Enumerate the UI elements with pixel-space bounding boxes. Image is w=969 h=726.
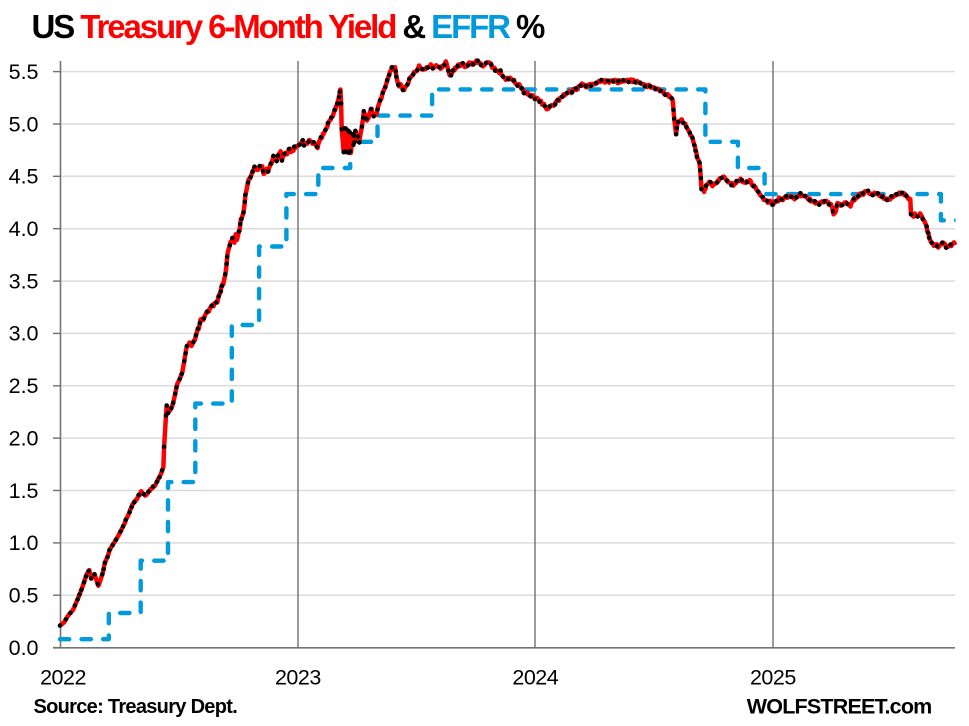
- svg-text:3.0: 3.0: [9, 322, 39, 346]
- svg-text:3.5: 3.5: [9, 269, 39, 293]
- svg-text:4.5: 4.5: [9, 165, 39, 189]
- svg-text:5.5: 5.5: [9, 60, 39, 84]
- svg-text:5.0: 5.0: [9, 112, 39, 136]
- svg-text:4.0: 4.0: [9, 217, 39, 241]
- svg-text:2023: 2023: [275, 666, 321, 690]
- svg-text:0.5: 0.5: [9, 584, 39, 608]
- svg-text:2.5: 2.5: [9, 374, 39, 398]
- svg-text:0.0: 0.0: [9, 636, 39, 660]
- svg-text:2.0: 2.0: [9, 426, 39, 450]
- svg-text:US Treasury 6-Month Yield & EF: US Treasury 6-Month Yield & EFFR %: [32, 8, 545, 45]
- svg-text:WOLFSTREET.com: WOLFSTREET.com: [747, 695, 932, 719]
- svg-text:Source: Treasury Dept.: Source: Treasury Dept.: [34, 696, 238, 718]
- svg-text:1.5: 1.5: [9, 479, 39, 503]
- svg-text:2022: 2022: [40, 666, 86, 690]
- svg-text:2025: 2025: [750, 666, 796, 690]
- svg-text:2024: 2024: [512, 666, 558, 690]
- svg-text:1.0: 1.0: [9, 531, 39, 555]
